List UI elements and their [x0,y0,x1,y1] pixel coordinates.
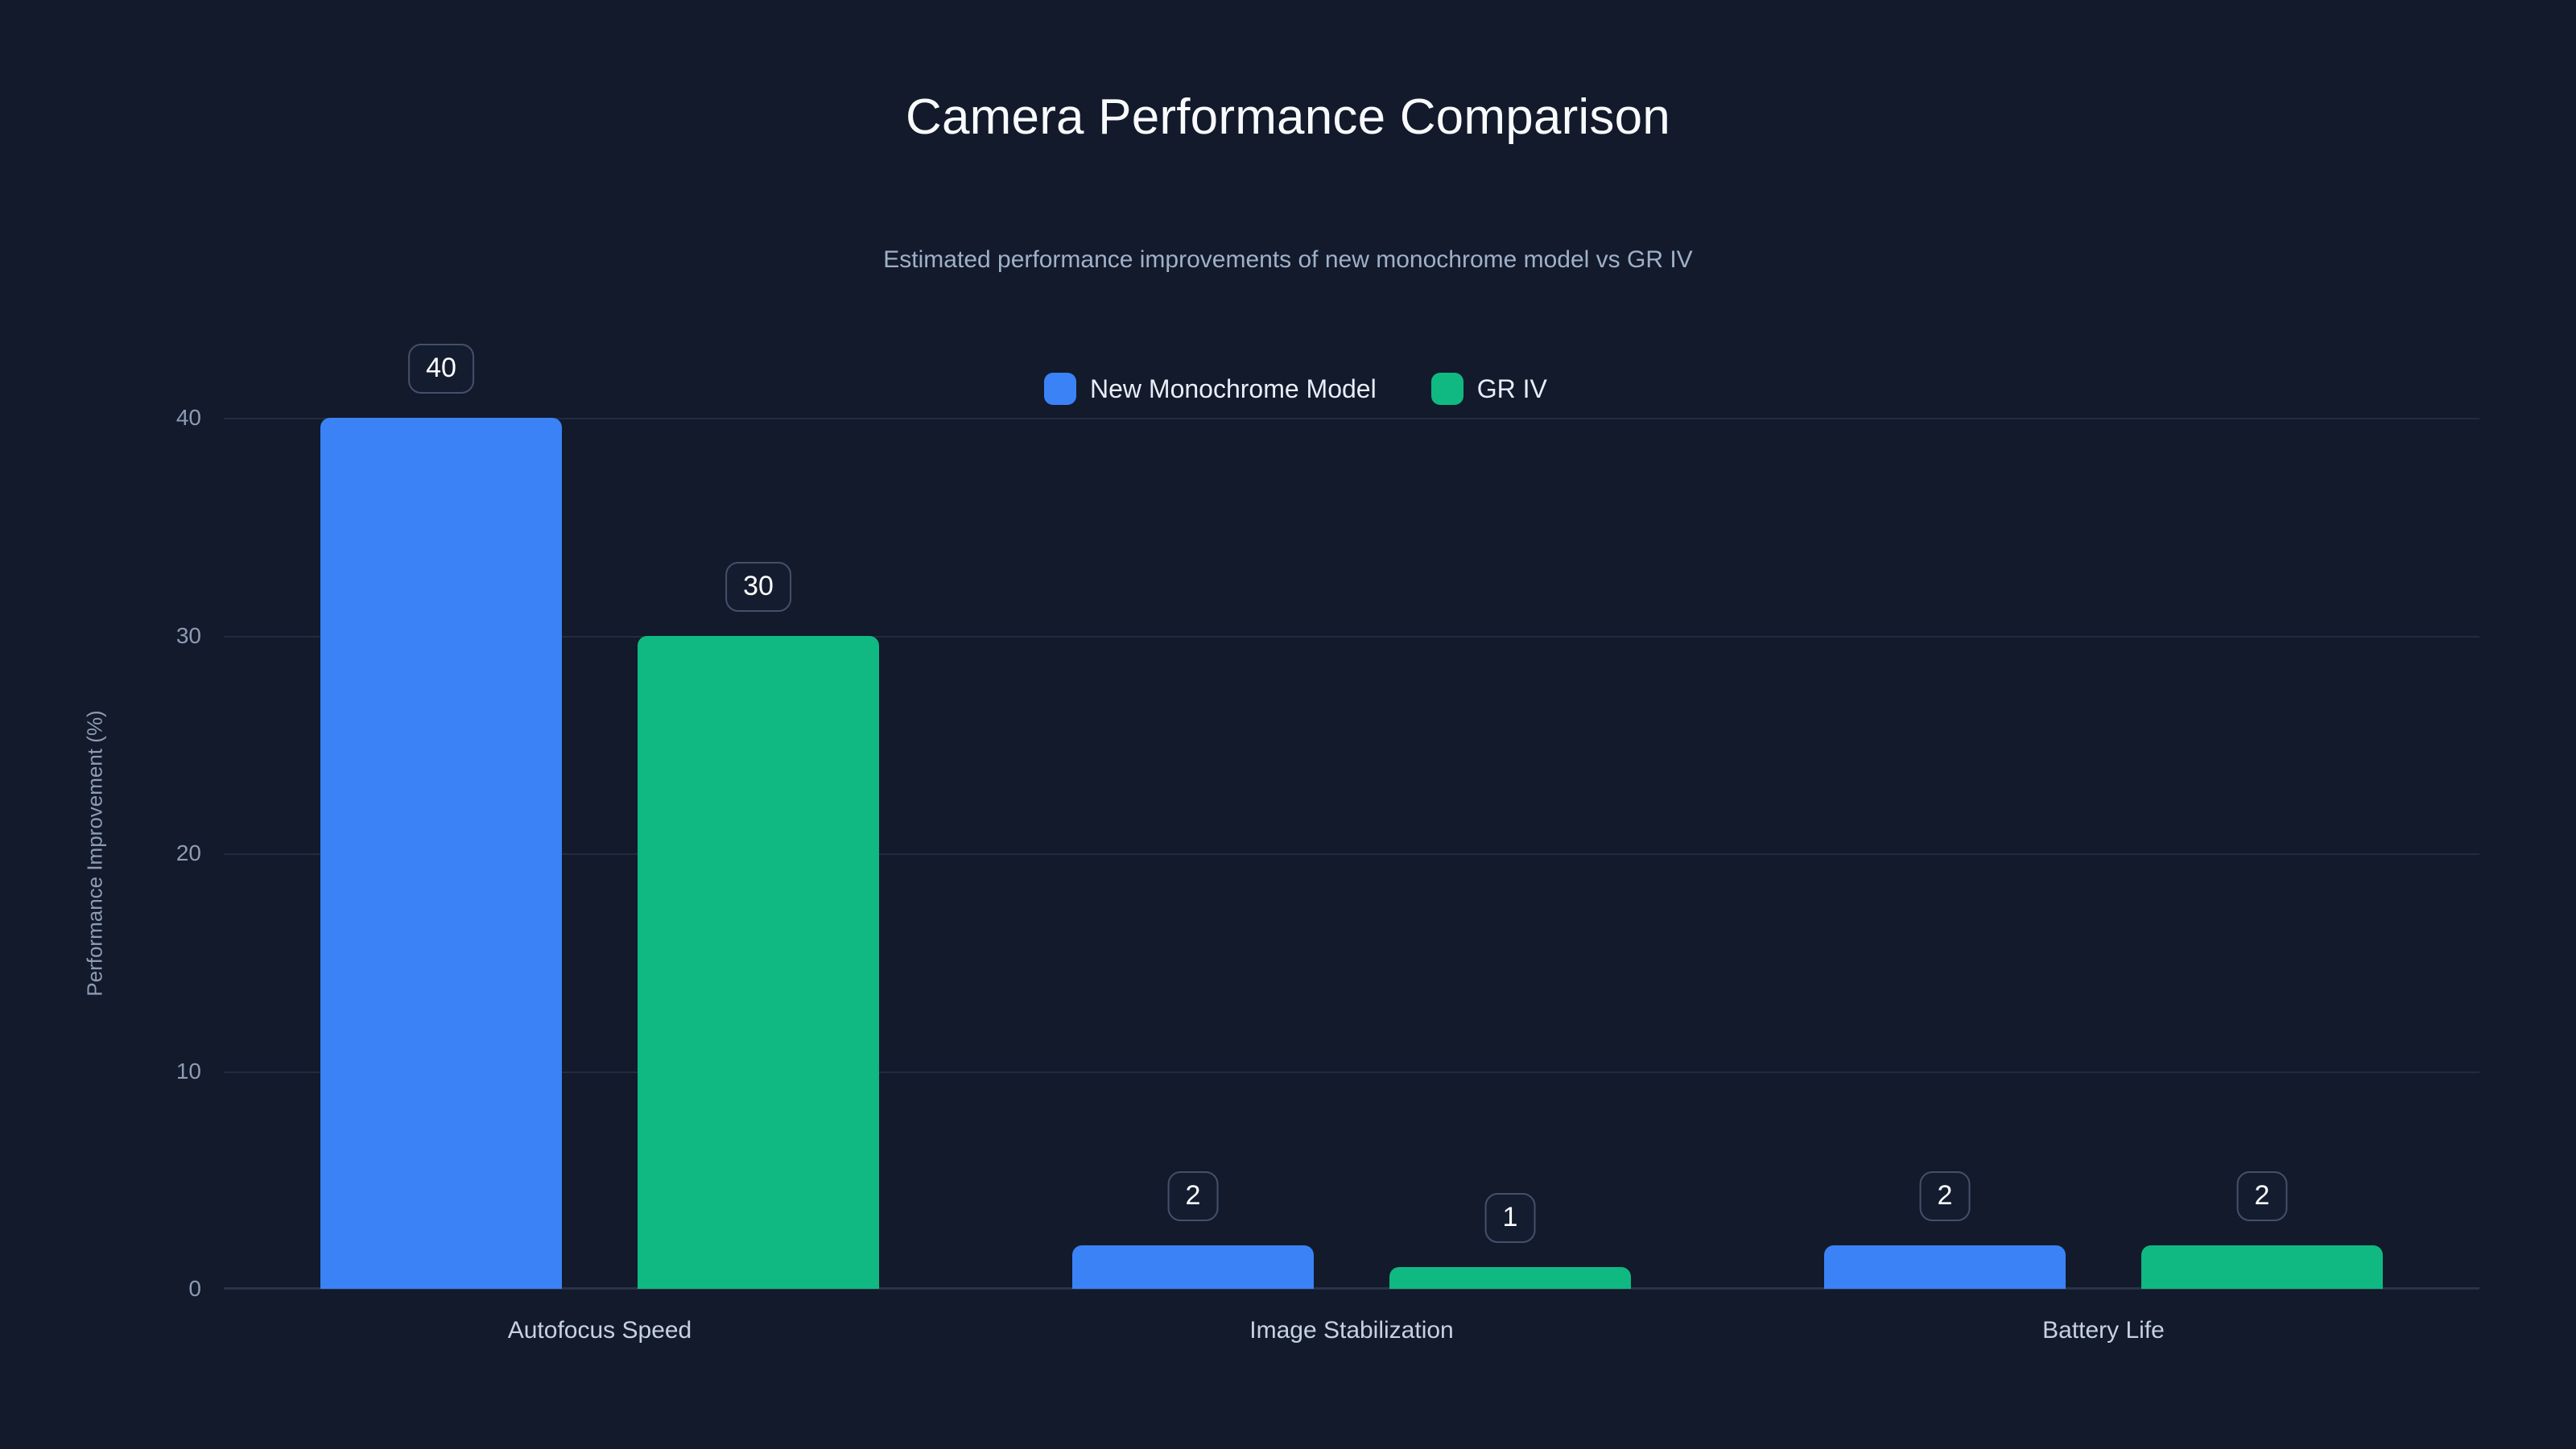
x-axis-tick-label: Autofocus Speed [507,1317,692,1344]
bar[interactable] [2141,1245,2383,1289]
chart-subtitle: Estimated performance improvements of ne… [883,246,1693,273]
legend-swatch-icon [1430,373,1463,405]
x-axis-tick-label: Battery Life [2042,1317,2165,1344]
x-axis-tick-label: Image Stabilization [1249,1317,1454,1344]
bar[interactable] [1824,1245,2066,1289]
bar-value-badge: 2 [2236,1170,2288,1221]
legend-label: New Monochrome Model [1090,374,1377,403]
bar[interactable] [1072,1245,1314,1289]
page-title: Camera Performance Comparison [906,89,1670,145]
y-axis-tick-label: 30 [175,622,201,648]
x-axis-line [224,1287,2479,1290]
gridline [224,853,2479,855]
legend-item-1[interactable]: GR IV [1430,372,1547,406]
gridline [224,1071,2479,1073]
bar[interactable] [638,635,879,1289]
plot-area [224,418,2479,1290]
y-axis-tick-label: 10 [175,1058,201,1084]
gridline [224,635,2479,638]
legend-swatch-icon [1044,373,1076,405]
y-axis-tick-label: 40 [175,405,201,430]
bar[interactable] [1389,1266,1631,1289]
y-axis-title: Performance Improvement (%) [82,710,107,997]
bar-value-badge: 40 [408,344,474,394]
bar-value-badge: 2 [1919,1170,1971,1221]
legend-label: GR IV [1476,374,1547,403]
chart-legend: New Monochrome Model GR IV [1044,372,1547,406]
y-axis-ticks: 0 10 20 30 40 [176,405,2479,1301]
y-axis-tick-label: 20 [175,840,201,865]
y-axis-tick-label: 0 [188,1276,201,1301]
bar-value-badge: 1 [1484,1192,1536,1243]
gridline [224,418,2479,419]
bar-value-badge: 30 [725,561,791,612]
bar[interactable] [320,418,562,1289]
legend-item-0[interactable]: New Monochrome Model [1044,372,1377,406]
bar-value-badge: 2 [1167,1170,1219,1221]
